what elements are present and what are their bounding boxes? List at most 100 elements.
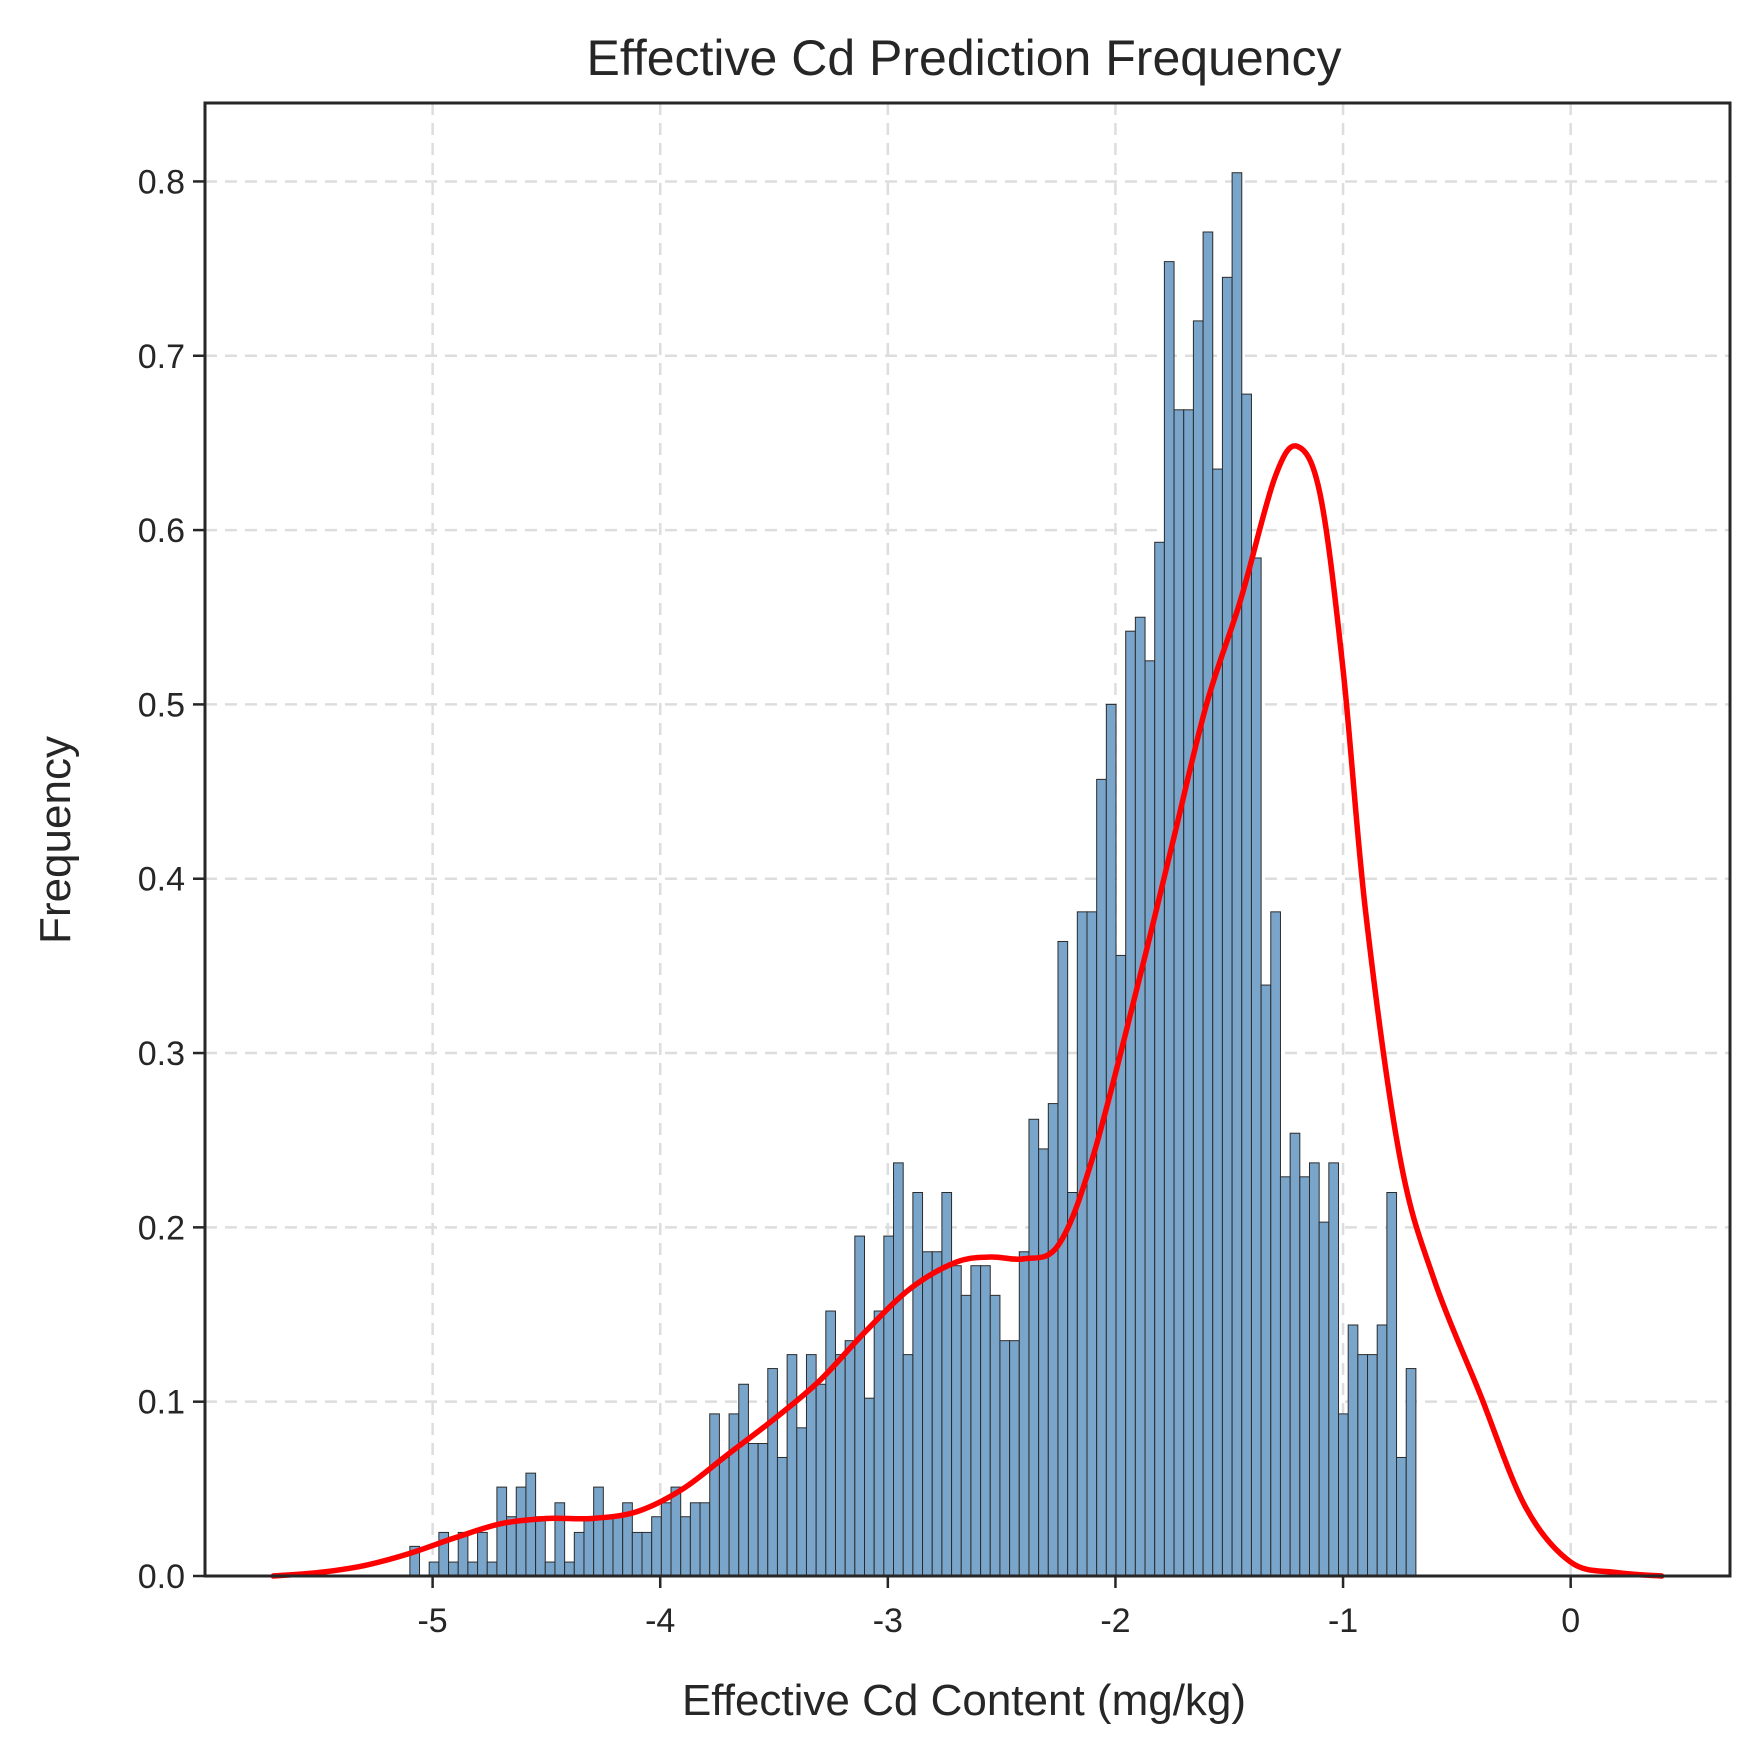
histogram-bar [1279,1176,1291,1577]
histogram-bar [883,1235,895,1577]
histogram-bar [1212,468,1223,1577]
histogram-bar [825,1310,836,1577]
histogram-bar [1057,940,1069,1577]
histogram-bar [960,1294,972,1577]
histogram-bar [1202,231,1214,1577]
histogram-bar [1067,1191,1078,1577]
histogram-bar [728,1413,740,1577]
x-tick-label: -2 [1100,1602,1130,1640]
histogram-bar [1299,1176,1310,1577]
histogram-bar [486,1561,498,1577]
y-tick-label: 0.5 [138,686,185,724]
histogram-bar [680,1516,691,1577]
histogram-bar [864,1397,875,1577]
histogram-bar [535,1516,546,1577]
x-tick-label: -5 [417,1602,447,1640]
histogram-bar [1289,1132,1301,1577]
histogram-bar [1250,557,1262,1577]
histogram-bar [796,1427,807,1577]
histogram-bar [554,1502,566,1577]
histogram-bar [1357,1354,1369,1577]
histogram-bar [506,1516,517,1577]
histogram-bar [1328,1162,1340,1577]
histogram-bar [1125,630,1136,1577]
histogram-bar [1173,409,1185,1577]
histogram-bar [1154,541,1165,1577]
histogram-bar [1338,1413,1349,1577]
histogram-bar [718,1456,730,1577]
histogram-bar [1144,660,1156,1577]
histogram-bar [670,1486,682,1577]
histogram-bar [902,1354,914,1577]
histogram-bar [1221,276,1233,1577]
x-axis-label: Effective Cd Content (mg/kg) [682,1676,1246,1725]
histogram-bar [564,1561,575,1577]
histogram-bar [689,1502,701,1577]
histogram-bar [612,1516,624,1577]
histogram-bar [980,1265,991,1577]
histogram-bar [951,1265,962,1577]
histogram-bar [515,1486,527,1577]
histogram-bar [786,1354,798,1577]
histogram-bar [525,1472,537,1577]
histogram-bar [999,1340,1011,1577]
histogram-bar [767,1368,778,1577]
histogram-bar [602,1516,614,1577]
histogram-bar [1163,261,1175,1577]
histogram-bar [1047,1103,1059,1577]
histogram-bar [496,1486,508,1577]
histogram-bar [1096,778,1107,1577]
histogram-bar [1086,911,1098,1577]
histogram-bar [428,1561,440,1577]
histogram-bar [989,1294,1001,1577]
y-axis-label: Frequency [31,736,80,944]
histogram-bar [1260,984,1272,1577]
x-tick-label: -4 [645,1602,675,1640]
x-tick-label: 0 [1561,1602,1580,1640]
histogram-bar [757,1443,769,1577]
x-tick-label: -1 [1328,1602,1358,1640]
histogram-bar [1038,1148,1049,1577]
x-axis-ticks: -5 -4 -3 -2 -1 0 [417,1576,1580,1640]
histogram-bar [931,1251,943,1577]
y-tick-label: 0.8 [138,163,185,201]
histogram-bar [941,1191,953,1577]
y-tick-label: 0.4 [138,861,185,899]
y-tick-label: 0.1 [138,1384,185,1422]
histogram-bar [709,1413,720,1577]
y-tick-label: 0.2 [138,1209,185,1247]
histogram-bar [593,1486,604,1577]
histogram-bar [544,1561,556,1577]
histogram-bar [776,1456,788,1577]
histogram-bar [747,1443,759,1577]
histogram-bar [1396,1456,1407,1577]
histogram-bar [651,1516,662,1577]
histogram-bar [1367,1354,1378,1577]
histogram-bar [1018,1251,1030,1577]
histogram-bar [1192,320,1204,1577]
histogram-bar [1386,1191,1398,1577]
histogram-bar [912,1191,924,1577]
histogram-bar [1076,911,1088,1577]
histogram-bar [1009,1340,1020,1577]
histogram-bar [873,1310,885,1577]
histogram-bar [893,1162,904,1577]
histogram-bar [573,1531,585,1577]
histogram-bar [477,1531,488,1577]
histogram-bar [448,1561,459,1577]
histogram-bar [1318,1221,1330,1577]
x-tick-label: -3 [873,1602,903,1640]
histogram-bar [699,1502,711,1577]
histogram-bar [844,1340,856,1577]
histogram-bar [1405,1368,1417,1577]
y-tick-label: 0.7 [138,338,185,376]
plot-frame [203,101,1732,1578]
y-tick-label: 0.6 [138,512,185,550]
histogram-bar [467,1561,479,1577]
histogram-bar [1134,616,1146,1577]
histogram-bar [970,1265,982,1577]
histogram-bar [922,1251,933,1577]
histogram-bar [1183,409,1194,1577]
histogram-bar [1376,1324,1388,1577]
